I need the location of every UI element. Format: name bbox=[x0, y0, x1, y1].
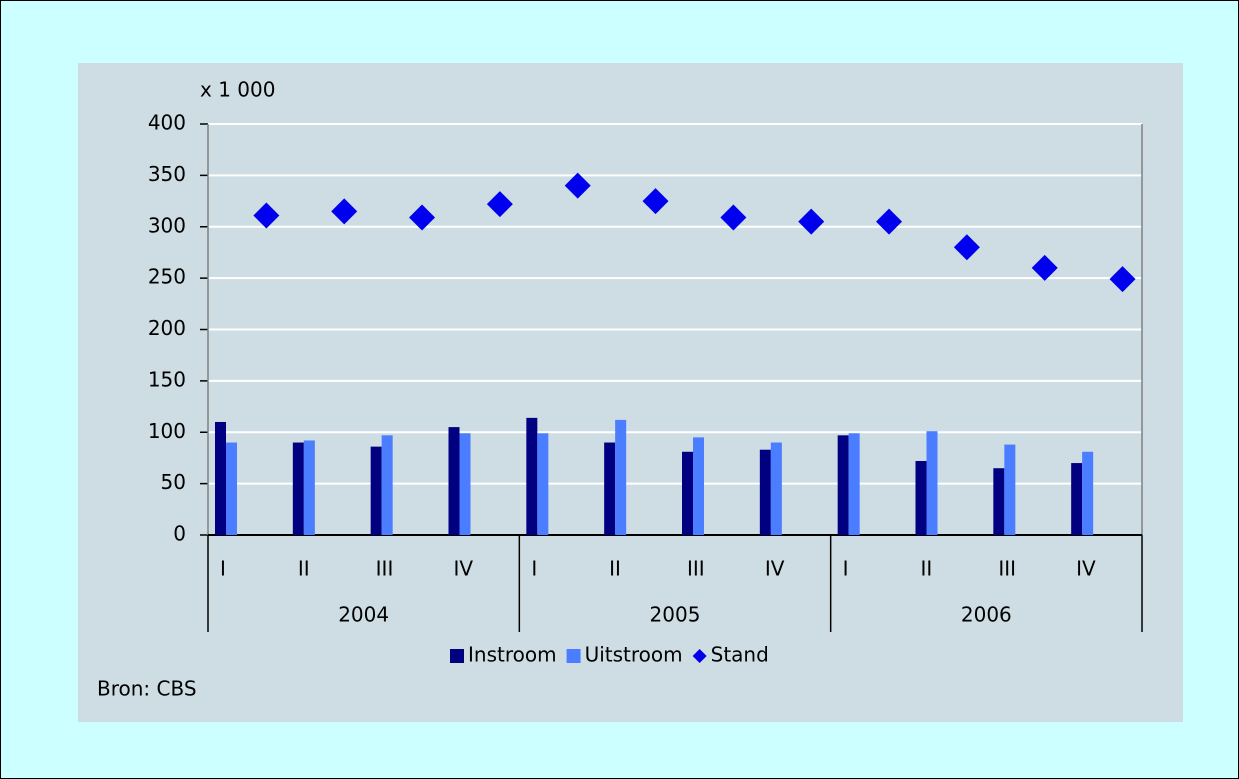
legend-label: Stand bbox=[711, 643, 769, 667]
stand-marker bbox=[564, 172, 591, 199]
bar bbox=[537, 433, 549, 535]
bar bbox=[682, 451, 693, 535]
bar bbox=[292, 442, 304, 535]
bar bbox=[848, 433, 860, 535]
source-note: Bron: CBS bbox=[97, 677, 197, 701]
y-tick-label: 0 bbox=[173, 522, 186, 546]
stand-marker bbox=[953, 234, 980, 261]
y-tick-label: 400 bbox=[148, 111, 186, 135]
bar bbox=[370, 446, 382, 535]
stand-marker bbox=[409, 204, 436, 231]
x-tick-label: I bbox=[220, 557, 226, 581]
x-tick-label: II bbox=[921, 557, 933, 581]
y-tick-label: 150 bbox=[148, 367, 186, 391]
x-tick-label: I bbox=[531, 557, 537, 581]
bar bbox=[604, 442, 616, 535]
y-tick-label: 350 bbox=[148, 162, 186, 186]
x-tick-label: III bbox=[687, 557, 705, 581]
x-tick-label: IV bbox=[454, 557, 474, 581]
stand-marker bbox=[331, 198, 358, 225]
bar bbox=[1004, 444, 1016, 535]
bar bbox=[1082, 451, 1094, 535]
stand-marker bbox=[876, 208, 903, 235]
bar bbox=[926, 431, 938, 535]
legend-label: Instroom bbox=[468, 643, 557, 667]
bar bbox=[759, 449, 771, 535]
bar bbox=[770, 442, 782, 535]
bar bbox=[381, 435, 393, 535]
x-tick-label: III bbox=[376, 557, 394, 581]
x-tick-label: II bbox=[298, 557, 310, 581]
group-label: 2004 bbox=[338, 603, 389, 627]
bar bbox=[459, 433, 471, 535]
legend-swatch bbox=[450, 649, 464, 663]
y-tick-label: 50 bbox=[161, 470, 186, 494]
x-tick-label: IV bbox=[1076, 557, 1096, 581]
group-label: 2006 bbox=[961, 603, 1012, 627]
x-tick-label: I bbox=[843, 557, 849, 581]
y-tick-label: 250 bbox=[148, 265, 186, 289]
bar bbox=[915, 461, 927, 535]
x-tick-label: IV bbox=[765, 557, 785, 581]
stand-marker bbox=[720, 204, 747, 231]
stand-marker bbox=[798, 208, 825, 235]
bar bbox=[215, 421, 226, 535]
bar bbox=[226, 442, 237, 535]
bar bbox=[615, 419, 627, 535]
bar bbox=[526, 417, 538, 535]
stand-marker bbox=[1109, 266, 1136, 293]
unit-label: x 1 000 bbox=[200, 78, 275, 102]
stand-marker bbox=[1031, 254, 1058, 281]
stand-marker bbox=[253, 202, 280, 229]
bar bbox=[693, 437, 704, 535]
legend-label: Uitstroom bbox=[585, 643, 683, 667]
x-tick-label: II bbox=[609, 557, 621, 581]
y-tick-label: 300 bbox=[148, 213, 186, 237]
bar bbox=[1071, 463, 1083, 535]
stand-marker bbox=[642, 188, 669, 215]
chart-panel bbox=[78, 63, 1183, 722]
x-tick-label: III bbox=[998, 557, 1016, 581]
bar bbox=[993, 468, 1005, 535]
y-tick-label: 100 bbox=[148, 419, 186, 443]
bar bbox=[303, 440, 315, 535]
legend-swatch bbox=[566, 649, 581, 663]
stand-marker bbox=[486, 191, 513, 218]
group-label: 2005 bbox=[650, 603, 701, 627]
bar bbox=[448, 427, 460, 535]
y-tick-label: 200 bbox=[148, 316, 186, 340]
bar bbox=[837, 435, 849, 535]
legend-swatch bbox=[692, 649, 707, 663]
